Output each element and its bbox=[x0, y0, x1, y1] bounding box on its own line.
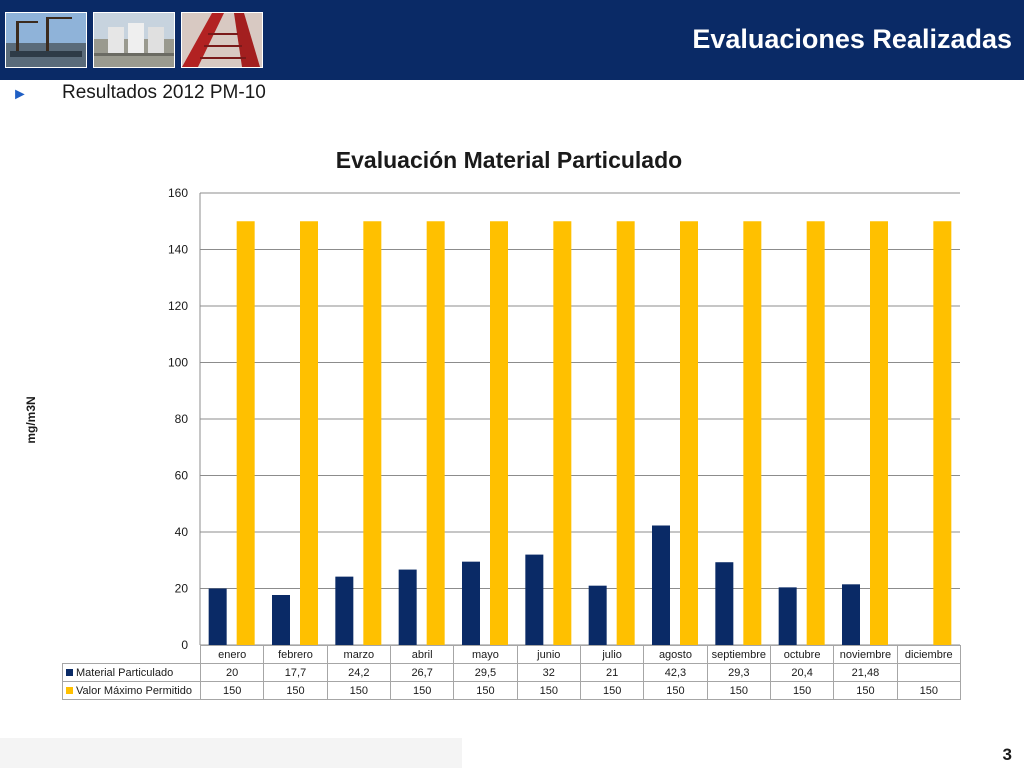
data-label: 150 bbox=[706, 681, 771, 700]
data-label: 150 bbox=[199, 681, 265, 700]
legend-swatch bbox=[66, 668, 73, 676]
bar-valor-maximo-diciembre bbox=[933, 221, 952, 645]
data-label: 32 bbox=[516, 663, 581, 682]
x-tick-label: febrero bbox=[263, 645, 328, 664]
bar-valor-maximo-junio bbox=[553, 221, 572, 645]
x-tick-label: agosto bbox=[643, 645, 708, 664]
bar-material-particulado-marzo bbox=[335, 576, 354, 645]
y-tick-label: 60 bbox=[175, 469, 189, 483]
data-label bbox=[896, 663, 961, 682]
bar-valor-maximo-abril bbox=[426, 221, 445, 645]
bar-material-particulado-octubre bbox=[778, 587, 797, 645]
bar-material-particulado-febrero bbox=[272, 594, 290, 645]
bar-valor-maximo-septiembre bbox=[743, 221, 762, 645]
data-label: 17,7 bbox=[263, 663, 328, 682]
x-tick-label: junio bbox=[516, 645, 581, 664]
table-row: Material Particulado 20 17,7 24,2 26,7 29,5 32… bbox=[62, 663, 961, 682]
port-cranes-photo bbox=[5, 12, 87, 68]
table-row: Valor Máximo Permitido 150 150 150 150 150 150… bbox=[62, 681, 961, 700]
conveyor-photo bbox=[181, 12, 263, 68]
legend-entry: Valor Máximo Permitido bbox=[62, 681, 201, 700]
bar-material-particulado-noviembre bbox=[842, 584, 860, 645]
data-label: 29,5 bbox=[453, 663, 518, 682]
x-tick-label: septiembre bbox=[706, 645, 771, 664]
data-label: 20 bbox=[199, 663, 265, 682]
data-label: 150 bbox=[263, 681, 328, 700]
page-title: Evaluaciones Realizadas bbox=[692, 24, 1012, 54]
y-tick-label: 100 bbox=[168, 356, 188, 370]
data-label: 24,2 bbox=[326, 663, 391, 682]
x-tick-label: abril bbox=[389, 645, 455, 664]
y-tick-label: 140 bbox=[168, 243, 188, 257]
bar-material-particulado-junio bbox=[525, 554, 544, 645]
x-tick-label: marzo bbox=[326, 645, 391, 664]
data-label: 150 bbox=[579, 681, 645, 700]
triangle-right-icon: ► bbox=[12, 86, 28, 103]
series-name: Material Particulado bbox=[76, 666, 174, 679]
table-corner bbox=[62, 645, 201, 664]
bar-valor-maximo-noviembre bbox=[870, 221, 888, 645]
data-label: 150 bbox=[643, 681, 708, 700]
chart-title: Evaluación Material Particulado bbox=[335, 147, 683, 173]
y-tick-label: 20 bbox=[175, 582, 189, 596]
footer-band bbox=[0, 738, 462, 768]
y-tick-label: 120 bbox=[168, 299, 188, 313]
bar-valor-maximo-octubre bbox=[806, 221, 825, 645]
y-tick-label: 0 bbox=[181, 638, 188, 652]
legend-swatch bbox=[66, 686, 73, 694]
x-tick-label: octubre bbox=[769, 645, 835, 664]
bar-valor-maximo-mayo bbox=[490, 221, 508, 645]
x-tick-label: julio bbox=[579, 645, 645, 664]
bar-material-particulado-enero bbox=[208, 588, 227, 645]
data-label: 150 bbox=[453, 681, 518, 700]
legend-entry: Material Particulado bbox=[62, 663, 201, 682]
bar-valor-maximo-enero bbox=[236, 221, 255, 645]
bar-material-particulado-abril bbox=[398, 569, 417, 645]
bar-material-particulado-septiembre bbox=[715, 562, 734, 645]
x-tick-label: diciembre bbox=[896, 645, 961, 664]
data-label: 20,4 bbox=[769, 663, 835, 682]
data-label: 150 bbox=[516, 681, 581, 700]
data-label: 42,3 bbox=[643, 663, 708, 682]
bullet-text: Resultados 2012 PM-10 bbox=[62, 82, 266, 103]
bar-valor-maximo-julio bbox=[616, 221, 635, 645]
bar-chart: 0 20 40 60 80 100 120 140 160 bbox=[168, 186, 960, 652]
bar-valor-maximo-marzo bbox=[363, 221, 382, 645]
data-label: 150 bbox=[769, 681, 835, 700]
data-label: 26,7 bbox=[389, 663, 455, 682]
y-tick-label: 40 bbox=[175, 525, 189, 539]
data-label: 150 bbox=[833, 681, 898, 700]
bar-material-particulado-agosto bbox=[652, 525, 670, 645]
x-tick-label: enero bbox=[199, 645, 265, 664]
x-tick-label: mayo bbox=[453, 645, 518, 664]
data-label: 150 bbox=[389, 681, 455, 700]
bar-material-particulado-julio bbox=[588, 585, 607, 645]
data-label: 150 bbox=[896, 681, 961, 700]
x-tick-label: noviembre bbox=[833, 645, 898, 664]
bar-material-particulado-mayo bbox=[462, 561, 480, 645]
data-label: 150 bbox=[326, 681, 391, 700]
data-table: enero febrero marzo abril mayo junio julio agos… bbox=[62, 645, 961, 700]
data-label: 21,48 bbox=[833, 663, 898, 682]
header-bar: Evaluaciones Realizadas bbox=[0, 0, 1024, 80]
bar-valor-maximo-agosto bbox=[680, 221, 698, 645]
bar-valor-maximo-febrero bbox=[300, 221, 318, 645]
data-label: 21 bbox=[579, 663, 645, 682]
y-tick-label: 80 bbox=[175, 412, 189, 426]
data-label: 29,3 bbox=[706, 663, 771, 682]
silos-photo bbox=[93, 12, 175, 68]
y-tick-label: 160 bbox=[168, 186, 188, 200]
series-name: Valor Máximo Permitido bbox=[76, 684, 192, 697]
page-number: 3 bbox=[1002, 745, 1012, 764]
